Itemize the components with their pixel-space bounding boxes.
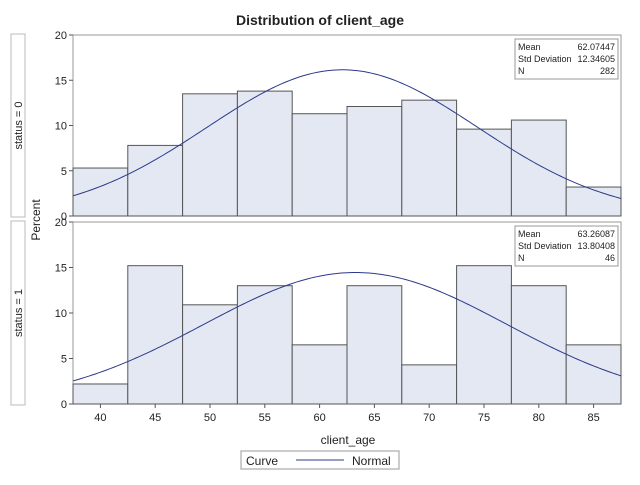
y-tick-label: 0 [61,211,67,223]
histogram-bar [401,364,458,405]
x-tick-label: 65 [368,412,380,424]
histogram-bar [291,113,348,217]
x-axis: 40 45 50 55 60 65 70 75 80 85 [94,404,600,424]
histogram-bar [510,119,567,217]
stats-name: Mean [518,229,541,239]
chart-title: Distribution of client_age [236,12,404,28]
histogram-bar [401,99,458,217]
histogram-bar [72,167,129,217]
y-tick-label: 10 [55,121,67,133]
stats-name: N [518,66,525,76]
y-tick-label: 15 [55,263,67,275]
stats-value: 63.26087 [577,229,615,239]
legend-entry-normal: Normal [352,454,391,468]
normal-curve [72,271,622,382]
panel-1: status = 1 0 5 10 15 20 Mean 63.26087 Std Deviat… [10,217,622,411]
stats-value: 12.34605 [577,54,615,64]
histogram-bar [72,383,129,405]
x-tick-label: 80 [533,412,545,424]
x-axis-label: client_age [321,433,376,447]
stats-box [514,225,619,267]
y-tick-label: 5 [61,354,67,366]
stats-value: 46 [605,253,615,263]
histogram-bar [510,285,567,405]
histogram-bar [456,128,512,217]
panels-layer: status = 0 0 5 10 15 20 Mean 62.07447 Std Deviat… [10,30,622,411]
panel-0: status = 0 0 5 10 15 20 Mean 62.07447 Std Deviat… [10,30,622,223]
panel-strip [10,33,26,218]
y-tick-label: 5 [61,166,67,178]
stats-value: 282 [600,66,615,76]
x-tick-label: 75 [478,412,490,424]
x-tick-label: 40 [94,412,106,424]
histogram-bar [346,105,403,217]
stats-name: Std Deviation [518,54,572,64]
y-axis-label: Percent [29,199,43,241]
stats-name: N [518,253,525,263]
normal-curve [72,69,622,199]
legend: Curve Normal [240,450,400,470]
histogram-bar [127,265,184,405]
histogram-bar [565,186,622,217]
stats-box [514,38,619,80]
histogram-bar [291,344,348,405]
panel-label: status = 1 [13,289,25,337]
stats-name: Std Deviation [518,241,572,251]
histogram-bar [456,265,512,405]
x-tick-label: 50 [204,412,216,424]
x-tick-label: 70 [423,412,435,424]
panel-label: status = 0 [13,101,25,149]
panel-strip [10,220,26,406]
stats-name: Mean [518,42,541,52]
y-tick-label: 15 [55,75,67,87]
x-tick-label: 45 [149,412,161,424]
histogram-bar [236,285,293,405]
y-tick-label: 10 [55,308,67,320]
legend-title: Curve [246,454,278,468]
x-tick-label: 85 [587,412,599,424]
x-tick-label: 60 [313,412,325,424]
stats-value: 13.80408 [577,241,615,251]
y-tick-label: 20 [55,30,67,42]
histogram-bar [346,285,403,405]
histogram-bar [127,144,184,217]
y-tick-label: 20 [55,217,67,229]
histogram-bar [236,90,293,217]
histogram-bar [565,344,622,405]
stats-value: 62.07447 [577,42,615,52]
y-tick-label: 0 [61,399,67,411]
histogram-bar [182,93,238,217]
x-tick-label: 55 [259,412,271,424]
histogram-bar [182,304,238,405]
